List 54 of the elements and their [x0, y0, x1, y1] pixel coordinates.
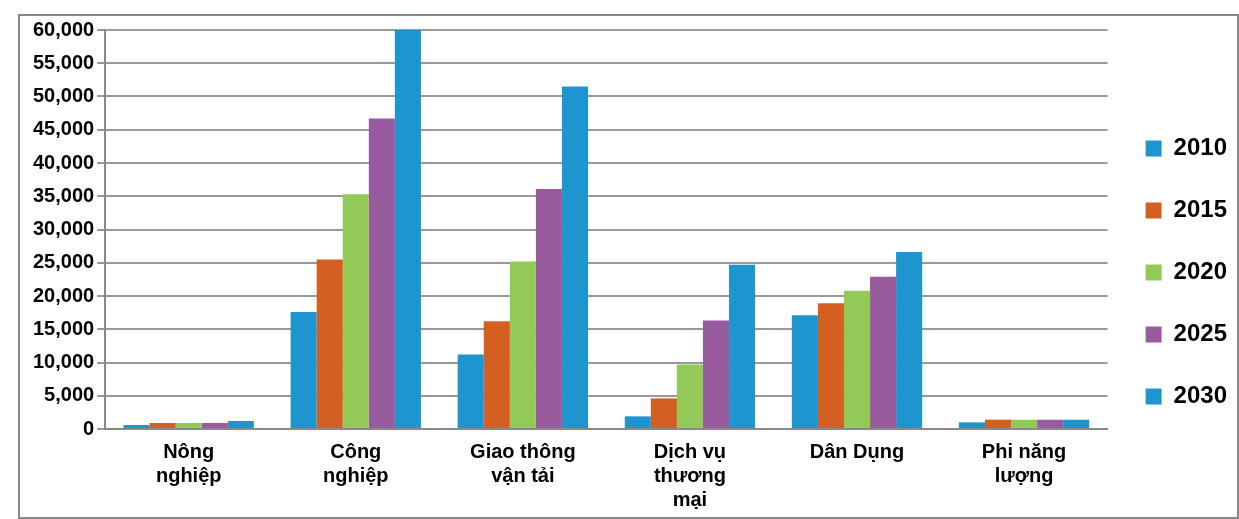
y-tick-label: 40,000 — [33, 150, 95, 173]
x-tick-label: Dịch vụ thương mại — [653, 439, 727, 510]
x-tick-label: Dân Dụng — [809, 439, 905, 462]
y-tick-label: 25,000 — [33, 250, 95, 273]
bar — [1063, 419, 1090, 428]
y-tick-label: 15,000 — [33, 316, 95, 339]
bar — [457, 354, 484, 428]
x-tick-label: Nông nghiệp — [155, 439, 222, 486]
bar — [896, 252, 923, 428]
y-tick-label: 0 — [83, 416, 95, 439]
bar — [624, 416, 651, 428]
y-tick-label: 20,000 — [33, 283, 95, 306]
bar — [175, 423, 202, 428]
y-tick-label: 60,000 — [33, 17, 95, 40]
y-tick-label: 30,000 — [33, 217, 95, 240]
bar — [368, 118, 395, 428]
bar — [843, 290, 871, 428]
bar — [483, 321, 510, 428]
y-tick-label: 35,000 — [33, 183, 95, 206]
y-tick-label: 10,000 — [33, 350, 95, 373]
bar — [817, 303, 844, 428]
legend-label: 2010 — [1173, 133, 1227, 161]
bar — [201, 423, 228, 428]
bar — [342, 194, 369, 428]
y-tick-label: 45,000 — [33, 117, 95, 140]
bar — [702, 320, 730, 428]
bar — [729, 264, 756, 428]
legend-label: 2025 — [1173, 319, 1227, 347]
y-tick-label: 5,000 — [44, 383, 95, 406]
legend-label: 2015 — [1173, 195, 1227, 223]
bar — [123, 425, 150, 428]
bar — [870, 276, 897, 428]
y-tick-label: 55,000 — [33, 50, 95, 73]
bar — [316, 259, 343, 428]
x-tick-label: Phi năng lượng — [981, 439, 1067, 486]
bar — [149, 423, 176, 428]
bar — [227, 421, 254, 428]
y-tick-label: 50,000 — [33, 84, 95, 107]
x-tick-label: Giao thông vận tải — [470, 439, 576, 486]
bar — [984, 419, 1012, 428]
bar — [535, 188, 562, 428]
bar — [509, 261, 536, 428]
bar — [1011, 419, 1038, 428]
legend-label: 2020 — [1173, 257, 1227, 285]
bar — [394, 30, 421, 428]
bar — [290, 311, 317, 428]
x-tick-label: Công nghiệp — [323, 439, 389, 486]
bar — [958, 422, 985, 428]
bar — [676, 364, 703, 428]
bar — [1037, 419, 1064, 428]
legend-label: 2030 — [1173, 381, 1227, 409]
bar — [791, 315, 818, 428]
bar — [561, 86, 589, 428]
bar — [650, 398, 677, 428]
